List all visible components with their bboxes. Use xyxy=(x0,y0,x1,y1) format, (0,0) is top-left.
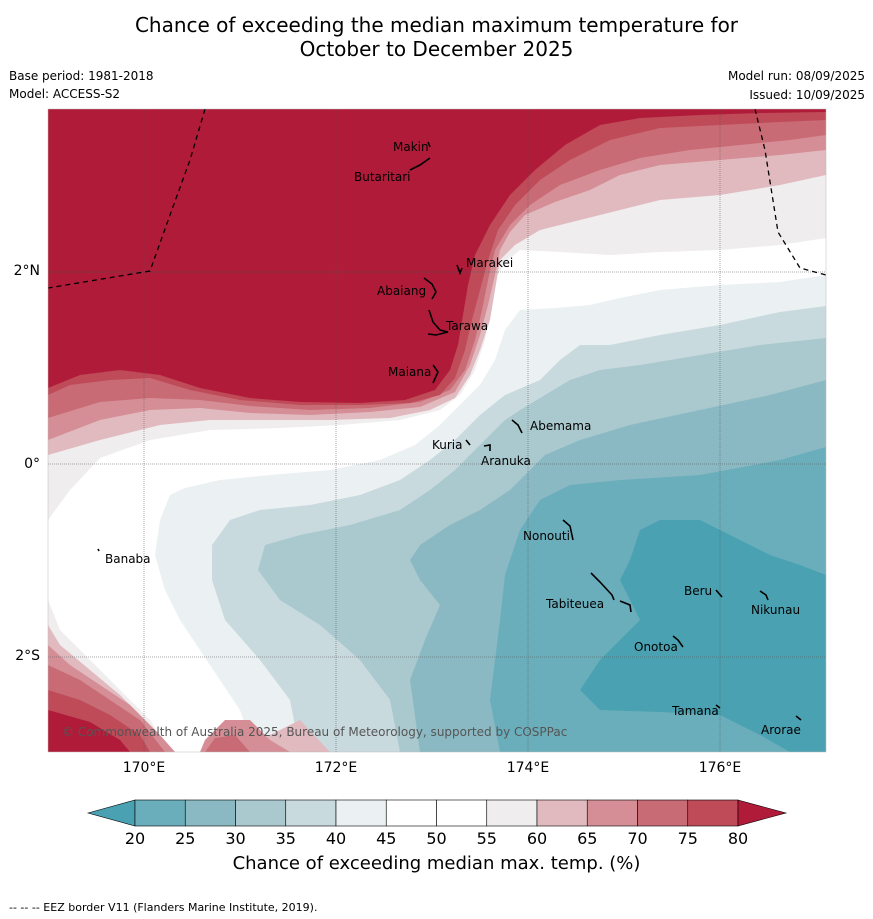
lon-label-170e: 170°E xyxy=(122,760,166,776)
colorbar-tick-label: 70 xyxy=(627,829,648,848)
issued-date: Issued: 10/09/2025 xyxy=(749,88,865,102)
colorbar-cell xyxy=(285,799,337,827)
place-label-kuria: Kuria xyxy=(432,438,463,452)
model-run: Model run: 08/09/2025 xyxy=(727,69,865,83)
colorbar-label: Chance of exceeding median max. temp. (%… xyxy=(232,853,641,874)
eez-border-legend: -- -- -- EEZ border V11 (Flanders Marine… xyxy=(9,901,318,914)
colorbar-tick-label: 65 xyxy=(577,829,598,848)
colorbar-cell xyxy=(134,799,186,827)
place-label-banaba: Banaba xyxy=(105,552,151,566)
lat-label-equator: 0° xyxy=(24,456,40,472)
colorbar-tick-label: 20 xyxy=(124,829,146,848)
place-label-nikunau: Nikunau xyxy=(751,603,800,617)
colorbar-tick-label: 60 xyxy=(526,829,548,848)
colorbar-cell xyxy=(184,799,236,827)
colorbar-cell xyxy=(385,799,437,827)
colorbar-tick-label: 75 xyxy=(677,829,698,848)
probability-contours xyxy=(48,109,826,752)
place-label-abemama: Abemama xyxy=(530,419,591,433)
colorbar-low-extension xyxy=(86,799,136,827)
colorbar-tick-label: 80 xyxy=(727,829,749,848)
colorbar-high-extension xyxy=(737,799,788,827)
lat-label-2s: 2°S xyxy=(15,648,40,664)
gridlines xyxy=(48,109,826,752)
place-label-arorae: Arorae xyxy=(761,723,801,737)
band-above-80 xyxy=(48,109,826,752)
copyright-notice: © Commonwealth of Australia 2025, Bureau… xyxy=(62,725,567,739)
place-label-beru: Beru xyxy=(684,584,712,598)
colorbar-tick-label: 50 xyxy=(426,829,447,848)
chart-title-line2: October to December 2025 xyxy=(299,37,574,61)
place-label-onotoa: Onotoa xyxy=(634,640,678,654)
colorbar-cell xyxy=(586,799,638,827)
lat-label-2n: 2°N xyxy=(13,263,40,279)
place-label-makin: Makin xyxy=(393,140,429,154)
model-name: Model: ACCESS-S2 xyxy=(9,87,121,101)
colorbar-tick-label: 35 xyxy=(275,829,296,848)
place-label-tamana: Tamana xyxy=(671,704,719,718)
colorbar-cell xyxy=(536,799,588,827)
lon-label-174e: 174°E xyxy=(506,760,550,776)
place-labels: Makin Butaritari Marakei Abaiang Tarawa … xyxy=(105,140,801,737)
base-period: Base period: 1981-2018 xyxy=(9,69,154,83)
colorbar-cell xyxy=(335,799,387,827)
place-label-abaiang: Abaiang xyxy=(377,284,426,298)
colorbar-tick-label: 55 xyxy=(476,829,497,848)
place-label-marakei: Marakei xyxy=(466,256,513,270)
lon-label-176e: 176°E xyxy=(698,760,742,776)
colorbar-cell xyxy=(687,799,739,827)
place-label-tabiteuea: Tabiteuea xyxy=(545,597,604,611)
colorbar-cell xyxy=(486,799,538,827)
colorbar-tick-label: 40 xyxy=(325,829,347,848)
place-label-tarawa: Tarawa xyxy=(445,319,488,333)
colorbar-tick-label: 30 xyxy=(225,829,246,848)
colorbar-tick-label: 25 xyxy=(175,829,196,848)
place-label-aranuka: Aranuka xyxy=(481,454,531,468)
place-label-butaritari: Butaritari xyxy=(354,170,411,184)
colorbar-cell xyxy=(637,799,689,827)
eez-borders xyxy=(48,109,826,289)
colorbar-cell xyxy=(235,799,287,827)
place-label-maiana: Maiana xyxy=(388,365,431,379)
island-outlines xyxy=(97,141,802,721)
lon-label-172e: 172°E xyxy=(314,760,358,776)
chart-title-line1: Chance of exceeding the median maximum t… xyxy=(134,13,739,37)
colorbar-tick-label: 45 xyxy=(376,829,397,848)
colorbar-cell xyxy=(436,799,488,827)
place-label-nonouti: Nonouti xyxy=(523,529,570,543)
colorbar xyxy=(86,799,788,827)
